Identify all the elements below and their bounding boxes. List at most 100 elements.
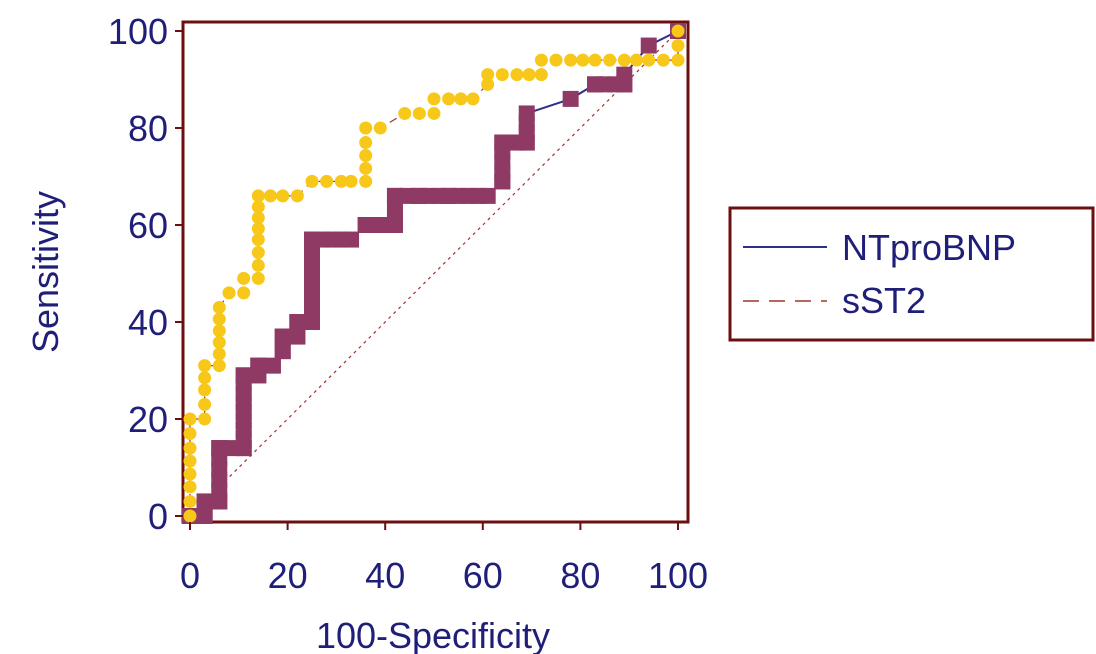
point-ntprobnp bbox=[289, 314, 306, 330]
point-sst2-fill bbox=[183, 467, 197, 481]
point-ntprobnp bbox=[494, 134, 511, 151]
point-sst2 bbox=[237, 286, 251, 300]
point-sst2 bbox=[183, 509, 197, 523]
point-ntprobnp-fill bbox=[223, 440, 240, 457]
point-sst2 bbox=[564, 53, 578, 67]
point-sst2 bbox=[603, 53, 617, 67]
point-sst2 bbox=[183, 412, 197, 426]
point-sst2-fill bbox=[251, 222, 265, 236]
point-sst2 bbox=[359, 136, 373, 150]
point-ntprobnp bbox=[343, 231, 360, 248]
point-sst2 bbox=[276, 189, 290, 203]
point-ntprobnp bbox=[304, 231, 320, 248]
point-sst2 bbox=[466, 92, 480, 106]
point-sst2-fill bbox=[522, 68, 536, 82]
x-tick-label: 0 bbox=[180, 555, 200, 596]
y-tick-label: 0 bbox=[148, 496, 168, 537]
y-axis-ticks: 0 20 40 60 80 100 bbox=[108, 11, 183, 537]
legend-box bbox=[728, 206, 1095, 342]
point-sst2 bbox=[642, 53, 656, 67]
x-axis-label: 100-Specificity bbox=[316, 615, 550, 654]
y-tick-label: 80 bbox=[128, 108, 168, 149]
point-sst2 bbox=[251, 271, 265, 285]
point-sst2 bbox=[359, 174, 373, 188]
point-sst2 bbox=[412, 106, 426, 120]
point-sst2 bbox=[656, 53, 670, 67]
point-sst2 bbox=[334, 174, 348, 188]
point-ntprobnp bbox=[440, 187, 457, 204]
point-sst2-fill bbox=[183, 454, 197, 468]
y-tick-label: 40 bbox=[128, 302, 168, 343]
point-sst2 bbox=[495, 68, 509, 82]
point-sst2 bbox=[427, 92, 441, 106]
point-ntprobnp bbox=[562, 90, 579, 107]
y-tick-label: 60 bbox=[128, 205, 168, 246]
point-sst2 bbox=[212, 359, 226, 373]
point-sst2 bbox=[481, 77, 495, 91]
point-sst2-fill bbox=[198, 397, 212, 411]
point-sst2 bbox=[617, 53, 631, 67]
point-ntprobnp bbox=[211, 440, 228, 457]
legend-label-sst2: sST2 bbox=[842, 280, 926, 321]
point-sst2-fill bbox=[359, 148, 373, 162]
point-sst2 bbox=[198, 359, 212, 373]
point-ntprobnp bbox=[304, 314, 320, 330]
point-ntprobnp bbox=[616, 66, 633, 83]
point-sst2 bbox=[510, 68, 524, 82]
point-ntprobnp bbox=[386, 217, 403, 233]
point-sst2 bbox=[237, 271, 251, 285]
point-sst2-fill bbox=[212, 324, 226, 338]
y-tick-label: 100 bbox=[108, 11, 168, 52]
point-sst2-fill bbox=[212, 312, 226, 326]
plot-frame bbox=[181, 20, 690, 524]
point-sst2-fill bbox=[251, 245, 265, 259]
point-sst2 bbox=[320, 174, 334, 188]
point-ntprobnp bbox=[289, 328, 306, 345]
point-sst2 bbox=[398, 106, 412, 120]
point-ntprobnp bbox=[640, 37, 657, 54]
point-ntprobnp bbox=[518, 134, 535, 151]
point-sst2 bbox=[534, 68, 548, 82]
legend: NTproBNP sST2 bbox=[728, 206, 1095, 342]
point-ntprobnp bbox=[196, 493, 213, 510]
series-layer bbox=[182, 23, 686, 524]
point-ntprobnp bbox=[196, 508, 213, 524]
point-sst2 bbox=[198, 412, 212, 426]
point-sst2-fill bbox=[630, 53, 644, 67]
point-sst2 bbox=[671, 53, 685, 67]
point-sst2 bbox=[290, 189, 304, 203]
point-ntprobnp bbox=[494, 173, 511, 190]
point-ntprobnp bbox=[250, 357, 267, 374]
point-sst2 bbox=[344, 174, 358, 188]
point-ntprobnp bbox=[274, 343, 291, 360]
point-ntprobnp bbox=[411, 187, 428, 204]
point-sst2 bbox=[481, 68, 495, 82]
point-ntprobnp bbox=[357, 217, 374, 233]
point-sst2 bbox=[183, 441, 197, 455]
point-sst2 bbox=[373, 121, 387, 135]
point-sst2 bbox=[359, 121, 373, 135]
point-sst2 bbox=[671, 39, 685, 53]
x-tick-label: 40 bbox=[365, 555, 405, 596]
x-tick-label: 60 bbox=[463, 555, 503, 596]
point-ntprobnp bbox=[479, 187, 496, 204]
point-sst2 bbox=[251, 233, 265, 247]
point-sst2 bbox=[588, 53, 602, 67]
point-sst2-fill bbox=[212, 347, 226, 361]
point-sst2-fill bbox=[251, 200, 265, 214]
point-sst2 bbox=[534, 53, 548, 67]
point-ntprobnp bbox=[274, 328, 291, 345]
point-sst2 bbox=[671, 24, 685, 38]
x-tick-label: 20 bbox=[268, 555, 308, 596]
reference-line-layer bbox=[189, 30, 679, 517]
point-ntprobnp bbox=[587, 76, 604, 93]
series-ntprobnp bbox=[182, 23, 686, 524]
point-sst2 bbox=[212, 300, 226, 314]
series-sst2 bbox=[183, 24, 685, 523]
point-sst2 bbox=[198, 383, 212, 397]
point-sst2 bbox=[442, 92, 456, 106]
point-sst2-fill bbox=[212, 335, 226, 349]
point-sst2 bbox=[305, 174, 319, 188]
